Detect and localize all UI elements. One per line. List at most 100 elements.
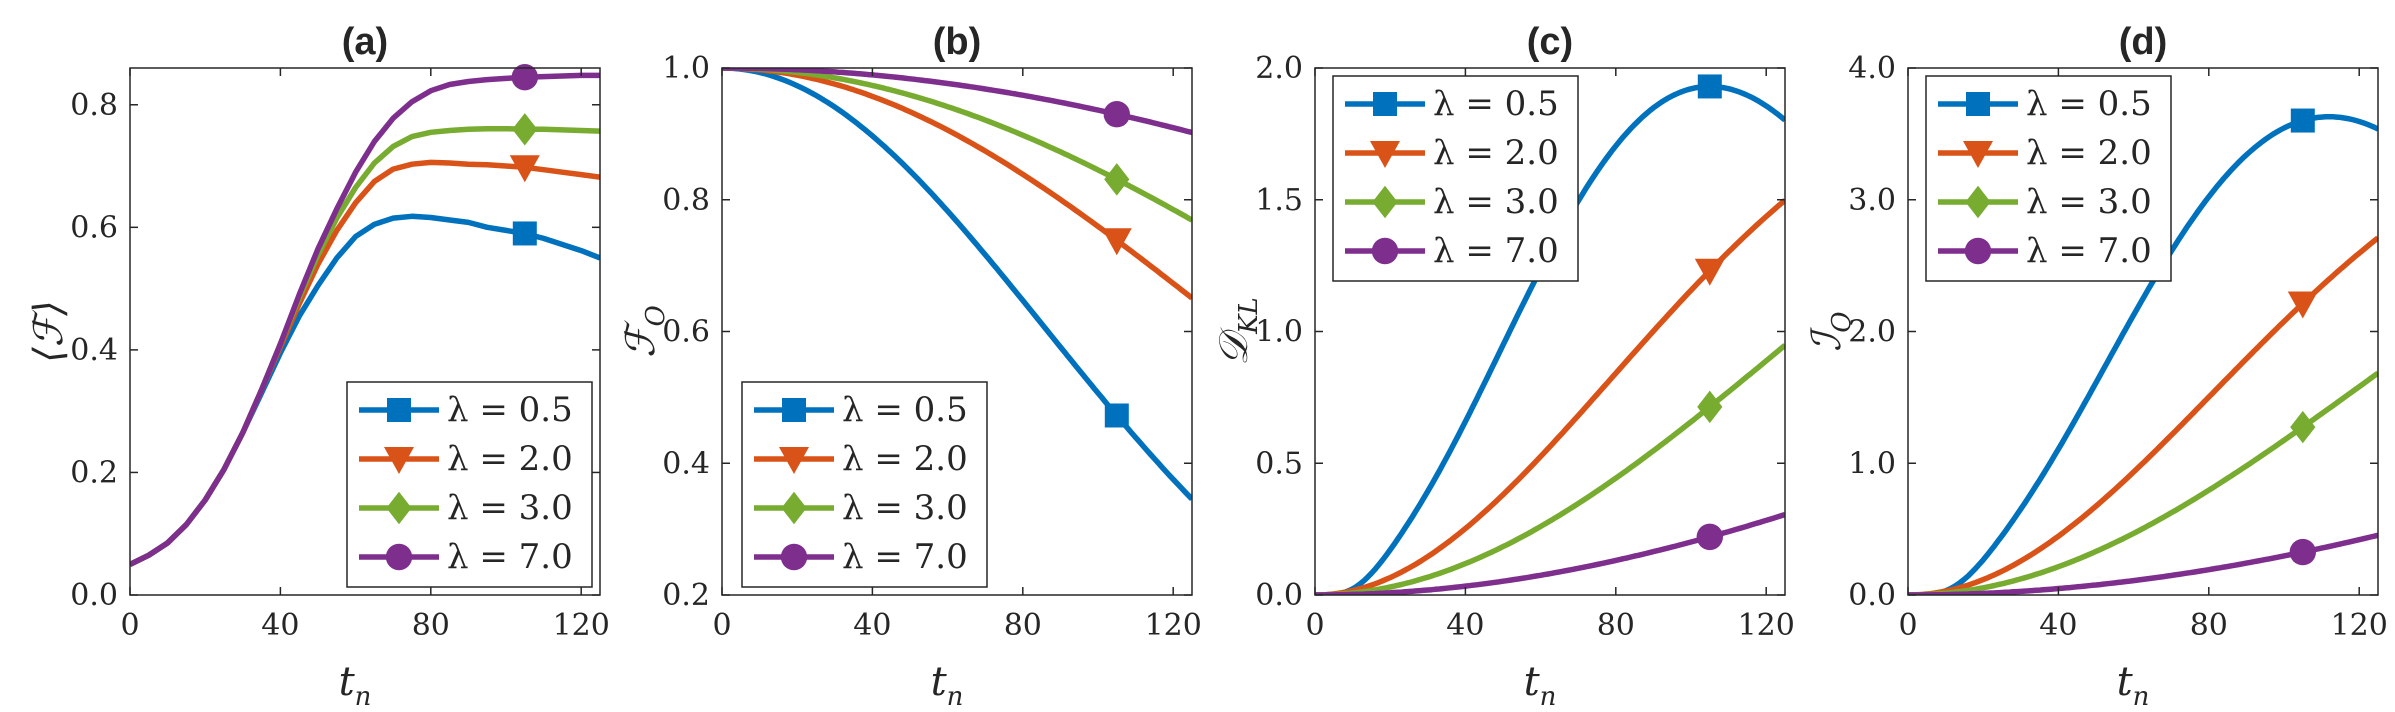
x-tick-label-d-2: 80 bbox=[2190, 608, 2228, 643]
legend-marker-c-2 bbox=[1370, 141, 1400, 168]
legend-d: λ = 0.5 λ = 2.0 λ = 3.0 λ = 7.0 bbox=[1925, 75, 2172, 282]
series-marker-d-1 bbox=[2290, 108, 2315, 133]
series-marker-d-3 bbox=[2290, 410, 2316, 444]
x-tick-label-d-0: 0 bbox=[1898, 608, 1917, 643]
x-tick-label-d-3: 120 bbox=[2331, 608, 2388, 643]
y-tick-label-b-1: 0.4 bbox=[662, 446, 710, 481]
legend-c: λ = 0.5 λ = 2.0 λ = 3.0 λ = 7.0 bbox=[1332, 75, 1579, 282]
legend-marker-b-3 bbox=[781, 491, 807, 525]
y-tick-label-b-2: 0.6 bbox=[662, 315, 710, 350]
x-tick-label-b-2: 80 bbox=[1004, 608, 1042, 643]
panel-title-b: (b) bbox=[933, 21, 982, 63]
series-marker-a-3 bbox=[512, 113, 538, 146]
x-tick-label-b-0: 0 bbox=[712, 608, 731, 643]
legend-label-b-3: λ = 3.0 bbox=[842, 488, 968, 528]
axes-box-a bbox=[129, 67, 601, 596]
series-marker-c-2 bbox=[1694, 258, 1725, 286]
legend-marker-a-2 bbox=[384, 447, 414, 474]
y-tick-label-c-1: 0.5 bbox=[1255, 446, 1303, 481]
legend-label-d-2: λ = 2.0 bbox=[2026, 133, 2152, 173]
legend-label-a-3: λ = 3.0 bbox=[447, 488, 573, 528]
legend-label-c-4: λ = 7.0 bbox=[1433, 231, 1559, 271]
y-axis-label-d: ℐO bbox=[1804, 311, 1857, 351]
legend-label-b-1: λ = 0.5 bbox=[842, 390, 968, 430]
y-tick-label-c-2: 1.0 bbox=[1255, 315, 1303, 350]
legend-label-d-1: λ = 0.5 bbox=[2026, 84, 2152, 124]
panel-title-a: (a) bbox=[342, 21, 388, 63]
legend-marker-a-4 bbox=[385, 543, 413, 571]
legend-marker-c-1 bbox=[1373, 92, 1397, 116]
legend-label-a-4: λ = 7.0 bbox=[447, 537, 573, 577]
legend-marker-b-1 bbox=[782, 398, 806, 422]
y-tick-label-b-3: 0.8 bbox=[662, 183, 710, 218]
panel-title-c: (c) bbox=[1527, 21, 1573, 63]
legend-marker-d-3 bbox=[1965, 185, 1991, 219]
y-tick-label-a-3: 0.6 bbox=[70, 210, 118, 245]
legend-marker-d-4 bbox=[1964, 237, 1992, 265]
legend-label-d-4: λ = 7.0 bbox=[2026, 231, 2152, 271]
y-tick-label-a-2: 0.4 bbox=[70, 333, 118, 368]
x-tick-label-a-1: 40 bbox=[261, 608, 299, 643]
series-marker-a-4 bbox=[511, 63, 538, 91]
y-tick-label-c-3: 1.5 bbox=[1255, 183, 1303, 218]
x-axis-label-c: tn bbox=[1524, 659, 1557, 712]
legend-marker-b-2 bbox=[779, 447, 809, 474]
series-marker-c-1 bbox=[1697, 74, 1722, 99]
y-tick-label-d-1: 1.0 bbox=[1848, 446, 1896, 481]
y-tick-label-a-1: 0.2 bbox=[70, 455, 118, 490]
y-axis-label-b: ℱO bbox=[618, 305, 671, 358]
series-marker-b-3 bbox=[1104, 163, 1130, 196]
legend-label-b-2: λ = 2.0 bbox=[842, 439, 968, 479]
legend-marker-b-4 bbox=[780, 543, 808, 571]
legend-marker-c-4 bbox=[1371, 237, 1399, 265]
y-tick-label-a-0: 0.0 bbox=[70, 578, 118, 613]
legend-label-b-4: λ = 7.0 bbox=[842, 537, 968, 577]
y-tick-label-b-0: 0.2 bbox=[662, 578, 710, 613]
series-line-b-3 bbox=[722, 68, 1192, 223]
legend-b: λ = 0.5 λ = 2.0 λ = 3.0 λ = 7.0 bbox=[741, 381, 988, 588]
x-tick-label-c-2: 80 bbox=[1597, 608, 1635, 643]
x-tick-label-a-0: 0 bbox=[120, 608, 139, 643]
y-axis-label-a: ⟨ℱ⟩ bbox=[26, 300, 72, 363]
legend-marker-d-1 bbox=[1966, 92, 1990, 116]
y-tick-label-d-0: 0.0 bbox=[1848, 578, 1896, 613]
y-tick-label-b-4: 1.0 bbox=[662, 51, 710, 86]
legend-label-d-3: λ = 3.0 bbox=[2026, 182, 2152, 222]
y-tick-label-c-0: 0.0 bbox=[1255, 578, 1303, 613]
panel-title-d: (d) bbox=[2119, 21, 2168, 63]
series-marker-d-2 bbox=[2287, 291, 2318, 319]
legend-label-a-1: λ = 0.5 bbox=[447, 390, 573, 430]
legend-a: λ = 0.5 λ = 2.0 λ = 3.0 λ = 7.0 bbox=[346, 381, 593, 588]
series-marker-b-2 bbox=[1101, 228, 1132, 256]
y-tick-label-d-3: 3.0 bbox=[1848, 183, 1896, 218]
series-marker-b-4 bbox=[1103, 101, 1131, 128]
legend-marker-a-1 bbox=[387, 398, 411, 422]
x-axis-label-d: tn bbox=[2117, 659, 2150, 712]
y-tick-label-d-4: 4.0 bbox=[1848, 51, 1896, 86]
x-tick-label-c-3: 120 bbox=[1738, 608, 1795, 643]
x-tick-label-c-0: 0 bbox=[1305, 608, 1324, 643]
x-axis-label-b: tn bbox=[931, 659, 964, 712]
series-marker-d-4 bbox=[2289, 538, 2316, 566]
x-tick-label-b-1: 40 bbox=[853, 608, 891, 643]
legend-marker-a-3 bbox=[386, 491, 412, 525]
series-marker-b-1 bbox=[1104, 403, 1129, 428]
legend-label-a-2: λ = 2.0 bbox=[447, 439, 573, 479]
series-marker-c-3 bbox=[1697, 390, 1723, 424]
y-tick-label-d-2: 2.0 bbox=[1848, 315, 1896, 350]
legend-label-c-2: λ = 2.0 bbox=[1433, 133, 1559, 173]
y-axis-label-c: 𝒟KL bbox=[1211, 297, 1264, 366]
legend-marker-c-3 bbox=[1372, 185, 1398, 219]
legend-label-c-3: λ = 3.0 bbox=[1433, 182, 1559, 222]
y-tick-label-c-4: 2.0 bbox=[1255, 51, 1303, 86]
series-marker-a-1 bbox=[512, 221, 537, 246]
x-axis-label-a: tn bbox=[339, 659, 372, 712]
x-tick-label-d-1: 40 bbox=[2039, 608, 2077, 643]
x-tick-label-a-2: 80 bbox=[412, 608, 450, 643]
x-tick-label-a-3: 120 bbox=[553, 608, 610, 643]
